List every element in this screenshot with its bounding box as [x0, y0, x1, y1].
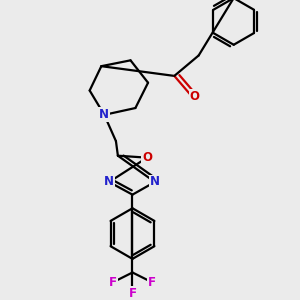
- Text: N: N: [99, 108, 109, 121]
- Text: F: F: [148, 276, 156, 289]
- Text: N: N: [150, 176, 160, 188]
- Text: F: F: [109, 276, 117, 289]
- Text: F: F: [128, 287, 136, 300]
- Text: O: O: [142, 151, 152, 164]
- Text: O: O: [190, 90, 200, 103]
- Text: N: N: [104, 176, 114, 188]
